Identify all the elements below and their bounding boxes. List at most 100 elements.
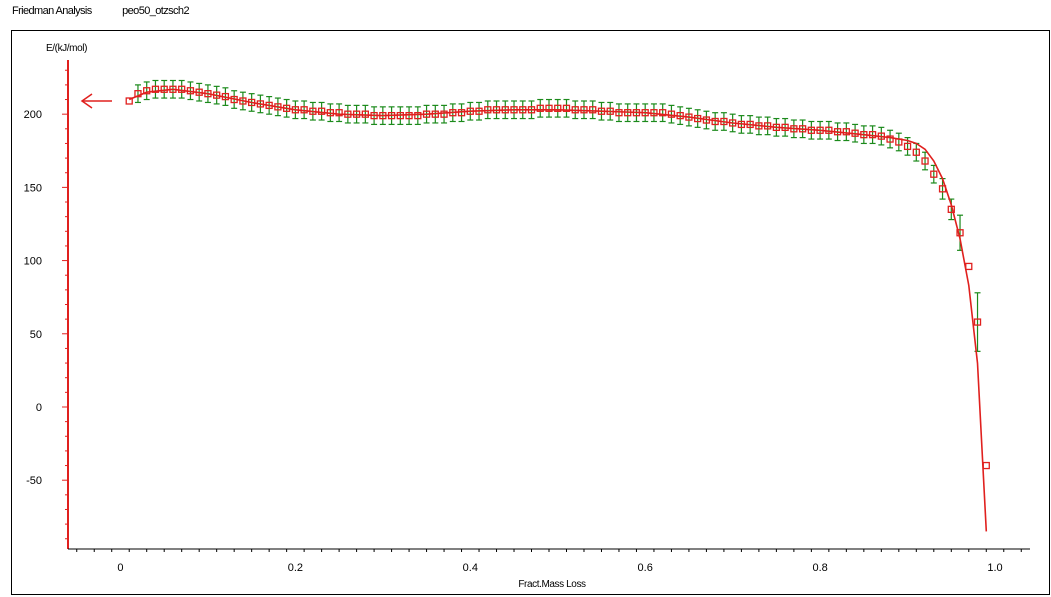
data-point <box>694 114 702 123</box>
data-point <box>720 117 728 126</box>
data-point <box>335 109 343 117</box>
data-point <box>650 109 658 117</box>
data-point <box>842 128 850 136</box>
data-point <box>772 123 781 131</box>
data-point <box>790 125 798 133</box>
data-point <box>597 107 606 115</box>
data-point <box>169 85 177 93</box>
data-point <box>317 107 326 115</box>
data-point <box>309 107 317 115</box>
data-point <box>230 95 238 104</box>
data-markers <box>125 85 990 470</box>
data-point <box>886 135 894 143</box>
data-point <box>973 318 982 326</box>
data-point <box>895 138 903 146</box>
x-tick-label: 1.0 <box>987 562 1002 574</box>
data-point <box>912 148 920 156</box>
data-point <box>134 90 142 98</box>
data-point <box>352 110 361 118</box>
data-point <box>763 122 772 130</box>
data-point <box>641 109 649 117</box>
data-point <box>282 104 291 112</box>
data-point <box>151 85 160 93</box>
data-point <box>956 229 964 237</box>
data-point <box>615 109 623 117</box>
data-point <box>781 123 789 131</box>
data-point <box>798 125 807 133</box>
axes: -50 0 50 100 150 200 0 0.2 0.4 0.6 0.8 1.0 <box>24 60 1030 574</box>
data-point <box>457 109 466 117</box>
data-point <box>659 109 667 117</box>
data-point <box>501 106 509 114</box>
y-tick-label: 50 <box>30 329 42 341</box>
data-point <box>562 104 571 112</box>
data-point <box>265 101 273 110</box>
file-name: peo50_otzsch2 <box>122 5 189 17</box>
x-tick-label: 0 <box>117 562 123 574</box>
data-point <box>807 126 816 134</box>
data-point <box>387 111 396 120</box>
data-point <box>667 110 676 118</box>
data-point <box>737 120 746 129</box>
data-point <box>685 113 693 121</box>
data-point <box>624 109 632 117</box>
data-point <box>143 87 151 95</box>
data-point <box>221 92 230 101</box>
data-point <box>947 205 955 213</box>
data-point <box>921 157 929 165</box>
y-tick-label: 100 <box>24 256 42 268</box>
x-tick-label: 0.2 <box>288 562 303 574</box>
data-point <box>379 111 387 120</box>
data-point <box>213 91 221 99</box>
analysis-method: Friedman Analysis <box>12 5 92 17</box>
data-point <box>554 104 562 112</box>
data-point <box>440 110 448 118</box>
data-point <box>344 110 352 118</box>
data-point <box>405 111 413 120</box>
x-tick-label: 0.4 <box>463 562 478 574</box>
data-point <box>449 109 457 117</box>
data-point <box>545 104 553 112</box>
data-point <box>729 119 737 127</box>
data-point <box>274 103 282 111</box>
data-point <box>711 117 719 126</box>
x-tick-label: 0.8 <box>812 562 827 574</box>
data-point <box>422 110 431 118</box>
data-point <box>702 116 711 124</box>
x-axis-label: Fract.Mass Loss <box>518 579 586 590</box>
data-point <box>982 461 990 470</box>
data-point <box>239 97 247 105</box>
fit-line <box>128 88 988 532</box>
y-tick-label: 0 <box>36 402 42 414</box>
data-point <box>527 106 536 114</box>
data-point <box>816 126 824 134</box>
data-point <box>746 120 754 129</box>
data-point <box>326 109 335 117</box>
data-point <box>510 106 518 114</box>
error-bars <box>134 79 981 352</box>
data-point <box>589 106 597 114</box>
chart-frame <box>11 30 1050 595</box>
data-point <box>606 107 614 115</box>
data-point <box>571 106 579 114</box>
data-point <box>492 106 501 114</box>
data-point <box>580 106 588 114</box>
data-point <box>519 106 527 114</box>
data-point <box>300 106 308 114</box>
data-point <box>825 126 833 134</box>
data-point <box>484 106 492 114</box>
data-point <box>938 185 947 193</box>
data-point <box>833 128 842 136</box>
data-point <box>256 100 265 108</box>
data-point <box>396 111 404 120</box>
y-tick-label: -50 <box>26 475 42 487</box>
data-point <box>186 87 195 95</box>
x-tick-label: 0.6 <box>638 562 653 574</box>
data-point <box>930 170 938 178</box>
data-point <box>851 129 859 137</box>
data-point <box>632 109 641 117</box>
y-tick-label: 200 <box>24 109 42 121</box>
data-point <box>125 97 133 105</box>
axis-arrow-head <box>80 93 93 109</box>
